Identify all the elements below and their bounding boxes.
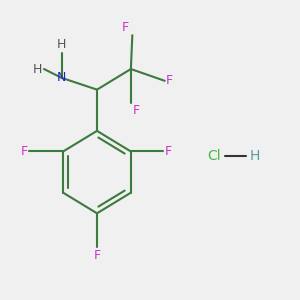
Text: N: N bbox=[57, 71, 66, 84]
Text: F: F bbox=[166, 74, 173, 87]
Text: F: F bbox=[93, 249, 100, 262]
Text: H: H bbox=[250, 149, 260, 163]
Text: F: F bbox=[122, 21, 128, 34]
Text: H: H bbox=[57, 38, 66, 51]
Text: H: H bbox=[33, 62, 43, 76]
Text: F: F bbox=[21, 145, 28, 158]
Text: F: F bbox=[165, 145, 172, 158]
Text: Cl: Cl bbox=[207, 149, 221, 163]
Text: F: F bbox=[132, 104, 140, 117]
